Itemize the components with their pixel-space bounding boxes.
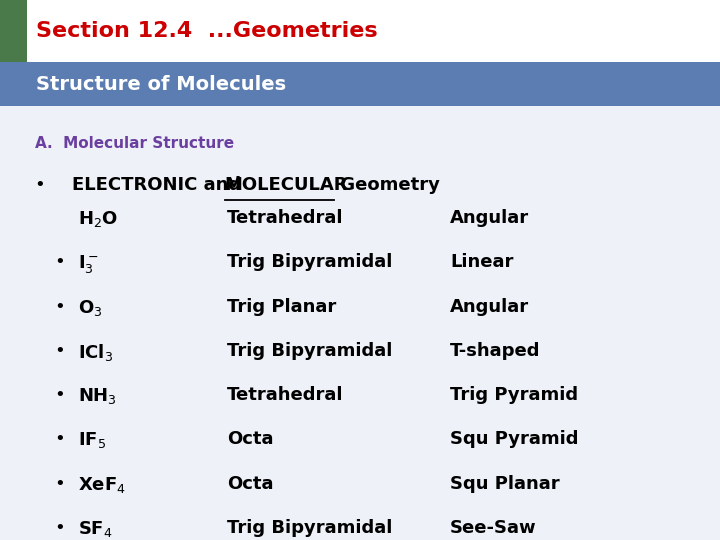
Text: Trig Bipyramidal: Trig Bipyramidal — [227, 253, 392, 271]
Text: •: • — [35, 176, 45, 193]
FancyBboxPatch shape — [0, 0, 27, 62]
Text: •: • — [54, 298, 65, 315]
Text: Tetrahedral: Tetrahedral — [227, 209, 343, 227]
Text: •: • — [54, 342, 65, 360]
Text: SF$_4$: SF$_4$ — [78, 519, 112, 539]
Text: O$_3$: O$_3$ — [78, 298, 102, 318]
Text: MOLECULAR: MOLECULAR — [225, 176, 348, 193]
Text: Section 12.4  ...Geometries: Section 12.4 ...Geometries — [36, 21, 377, 41]
Text: Octa: Octa — [227, 475, 274, 492]
Text: Trig Pyramid: Trig Pyramid — [450, 386, 578, 404]
Text: Structure of Molecules: Structure of Molecules — [36, 75, 286, 94]
Text: Geometry: Geometry — [334, 176, 440, 193]
Text: Linear: Linear — [450, 253, 513, 271]
Text: Angular: Angular — [450, 209, 529, 227]
Text: I$_3^-$: I$_3^-$ — [78, 253, 99, 275]
Text: T-shaped: T-shaped — [450, 342, 541, 360]
Text: Octa: Octa — [227, 430, 274, 448]
Text: Squ Planar: Squ Planar — [450, 475, 559, 492]
Text: IF$_5$: IF$_5$ — [78, 430, 106, 450]
FancyBboxPatch shape — [0, 0, 720, 62]
Text: •: • — [54, 253, 65, 271]
Text: XeF$_4$: XeF$_4$ — [78, 475, 125, 495]
Text: See-Saw: See-Saw — [450, 519, 536, 537]
FancyBboxPatch shape — [0, 62, 720, 106]
Text: •: • — [54, 519, 65, 537]
Text: ELECTRONIC and: ELECTRONIC and — [72, 176, 241, 193]
Text: A.  Molecular Structure: A. Molecular Structure — [35, 136, 234, 151]
Text: Trig Bipyramidal: Trig Bipyramidal — [227, 519, 392, 537]
Text: ICl$_3$: ICl$_3$ — [78, 342, 113, 363]
Text: Angular: Angular — [450, 298, 529, 315]
Text: •: • — [54, 386, 65, 404]
Text: Squ Pyramid: Squ Pyramid — [450, 430, 578, 448]
Text: Trig Planar: Trig Planar — [227, 298, 336, 315]
Text: Tetrahedral: Tetrahedral — [227, 386, 343, 404]
Text: NH$_3$: NH$_3$ — [78, 386, 117, 406]
Text: •: • — [54, 475, 65, 492]
Text: •: • — [54, 430, 65, 448]
Text: Trig Bipyramidal: Trig Bipyramidal — [227, 342, 392, 360]
Text: H$_2$O: H$_2$O — [78, 209, 118, 229]
